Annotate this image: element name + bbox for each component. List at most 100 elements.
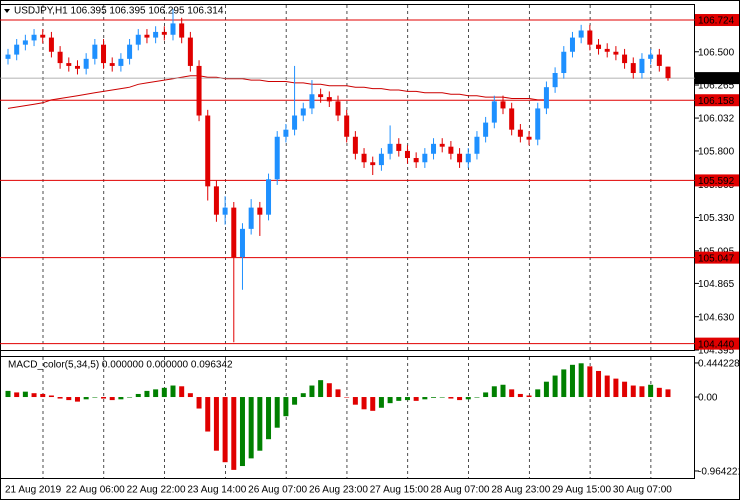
candle-body — [14, 44, 20, 55]
y-tick-label: 0.444228 — [698, 359, 740, 370]
macd-bar — [22, 391, 28, 398]
candle-body — [361, 153, 367, 163]
level-label-box — [695, 174, 739, 187]
macd-bar — [457, 397, 463, 401]
macd-bar — [569, 364, 575, 398]
candle-body — [344, 115, 350, 137]
candle-body — [656, 54, 662, 66]
macd-bar — [66, 397, 72, 401]
macd-bar — [170, 385, 176, 398]
candle-body — [213, 186, 219, 215]
main-panel — [0, 4, 695, 351]
macd-bar — [587, 366, 593, 398]
candle-body — [509, 108, 515, 130]
macd-bar — [543, 381, 549, 398]
macd-bar — [283, 397, 289, 417]
candle-body — [352, 136, 358, 154]
macd-bar — [118, 397, 124, 400]
level-label-box — [695, 14, 739, 27]
y-tick-label: 106.032 — [698, 114, 735, 125]
candle-body — [535, 108, 541, 140]
moving-average — [7, 75, 547, 109]
candle-body — [378, 153, 384, 166]
candle-body — [22, 40, 28, 45]
candle-body — [457, 153, 463, 163]
candle-body — [639, 58, 645, 74]
y-tick-label: 105.800 — [698, 147, 735, 158]
candle-body — [127, 44, 133, 59]
candle-body — [74, 65, 80, 69]
macd-bar — [74, 397, 80, 402]
level-label: 104.440 — [698, 339, 735, 350]
macd-bar — [205, 397, 211, 432]
candle-body — [326, 97, 332, 102]
candle-body — [118, 58, 124, 66]
macd-bar — [613, 378, 619, 398]
macd-bar — [187, 393, 193, 398]
macd-bar — [439, 397, 445, 398]
macd-bar — [639, 386, 645, 398]
candle-body — [396, 143, 402, 151]
candle-body — [596, 44, 602, 49]
candle-body — [543, 87, 549, 109]
macd-bar — [596, 370, 602, 398]
candle-body — [474, 136, 480, 154]
macd-bar — [352, 397, 358, 405]
macd-panel — [0, 356, 695, 479]
x-tick-label: 30 Aug 07:00 — [613, 485, 672, 496]
candle-body — [248, 207, 254, 229]
candle-body — [526, 136, 532, 140]
candle-body — [101, 44, 107, 64]
level-label: 106.158 — [698, 96, 735, 107]
macd-bar — [431, 397, 437, 398]
candle-body — [31, 34, 37, 41]
candle-body — [622, 54, 628, 64]
candle-body — [222, 207, 228, 215]
candle-body — [231, 207, 237, 258]
candle-body — [604, 48, 610, 52]
x-tick-label: 29 Aug 15:00 — [552, 485, 611, 496]
candle-body — [283, 129, 289, 137]
candle-body — [5, 54, 11, 59]
macd-bar — [535, 389, 541, 398]
candle-body — [335, 101, 341, 116]
macd-bar — [413, 397, 419, 401]
macd-bar — [561, 369, 567, 398]
candle-body — [83, 58, 89, 69]
candle-body — [465, 153, 471, 163]
macd-bar — [361, 397, 367, 410]
candle-body — [517, 129, 523, 137]
macd-bar — [196, 397, 202, 409]
candle-body — [613, 51, 619, 55]
y-tick-label: -0.964221 — [698, 467, 740, 478]
candle-body — [92, 44, 98, 59]
candle-body — [239, 228, 245, 258]
x-tick-label: 26 Aug 07:00 — [248, 485, 307, 496]
macd-bar — [57, 397, 63, 399]
macd-bar — [101, 397, 107, 399]
candle-body — [144, 34, 150, 38]
x-tick-label: 27 Aug 15:00 — [370, 485, 429, 496]
candle-body — [578, 30, 584, 38]
candle-body — [196, 65, 202, 116]
candle-body — [413, 158, 419, 163]
price-label: 106.314 — [698, 74, 735, 85]
level-label: 105.047 — [698, 253, 735, 264]
macd-bar — [370, 397, 376, 411]
macd-bar — [266, 397, 272, 440]
macd-bar — [509, 389, 515, 398]
level-label-box — [695, 251, 739, 264]
macd-bar — [135, 393, 141, 398]
macd-bar — [127, 397, 133, 398]
macd-bar — [161, 387, 167, 398]
x-tick-label: 28 Aug 07:00 — [431, 485, 490, 496]
candle-body — [257, 207, 263, 215]
macd-bar — [387, 397, 393, 404]
macd-bar — [648, 384, 654, 398]
level-label: 106.724 — [698, 16, 735, 27]
candle-body — [561, 51, 567, 74]
macd-bar — [344, 397, 350, 398]
y-tick-label: 104.630 — [698, 312, 735, 323]
macd-bar — [14, 392, 20, 398]
